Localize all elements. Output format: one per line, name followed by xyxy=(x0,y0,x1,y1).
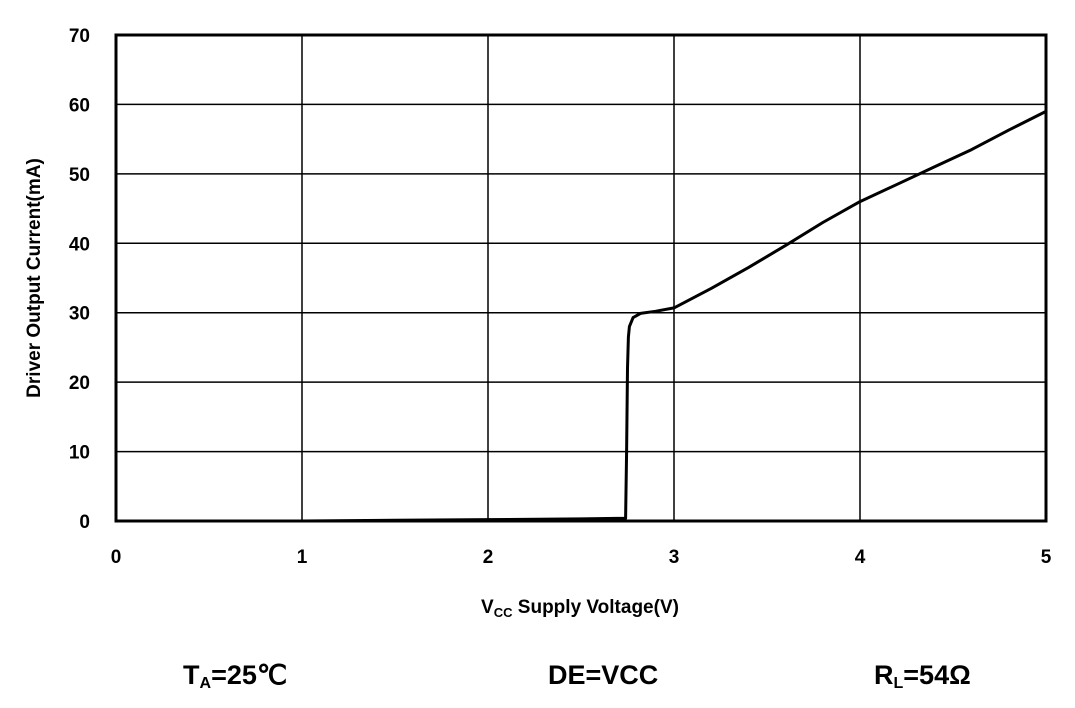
x-tick-label: 1 xyxy=(297,547,308,568)
x-axis-label-main: V xyxy=(481,597,494,618)
condition-load-sub: L xyxy=(893,675,904,692)
y-tick-label: 10 xyxy=(69,443,90,464)
x-tick-label: 2 xyxy=(483,547,494,568)
condition-temperature-value: =25℃ xyxy=(211,660,288,690)
x-tick-label: 4 xyxy=(855,547,866,568)
y-tick-label: 20 xyxy=(69,373,90,394)
y-tick-labels: 0 10 20 30 40 50 60 70 xyxy=(69,26,90,533)
x-tick-label: 0 xyxy=(111,547,122,568)
grid xyxy=(115,34,1047,522)
condition-load-main: R xyxy=(874,660,894,690)
y-tick-label: 40 xyxy=(69,234,90,255)
x-axis-label: VCC Supply Voltage(V) xyxy=(481,597,679,620)
chart: 0 1 2 3 4 5 0 10 20 30 40 50 60 70 VCC Supply Voltag… xyxy=(24,26,1052,620)
x-tick-label: 5 xyxy=(1041,547,1052,568)
condition-temperature: TA=25℃ xyxy=(183,660,287,693)
y-tick-label: 50 xyxy=(69,165,90,186)
y-tick-label: 30 xyxy=(69,304,90,325)
plot-frame xyxy=(114,33,1048,523)
series-line xyxy=(114,109,1048,523)
x-tick-labels: 0 1 2 3 4 5 xyxy=(111,547,1052,568)
condition-temperature-main: T xyxy=(183,660,200,690)
condition-de: DE=VCC xyxy=(548,660,659,690)
condition-temperature-sub: A xyxy=(199,675,212,692)
y-tick-label: 0 xyxy=(79,512,90,533)
condition-load-value: =54Ω xyxy=(903,660,971,690)
y-tick-label: 60 xyxy=(69,95,90,116)
y-tick-label: 70 xyxy=(69,26,90,47)
x-axis-label-sub: CC xyxy=(494,605,513,620)
x-tick-label: 3 xyxy=(669,547,680,568)
x-axis-label-rest: Supply Voltage(V) xyxy=(513,597,679,618)
y-axis-label: Driver Output Current(mA) xyxy=(24,158,45,398)
condition-load: RL=54Ω xyxy=(874,660,971,693)
